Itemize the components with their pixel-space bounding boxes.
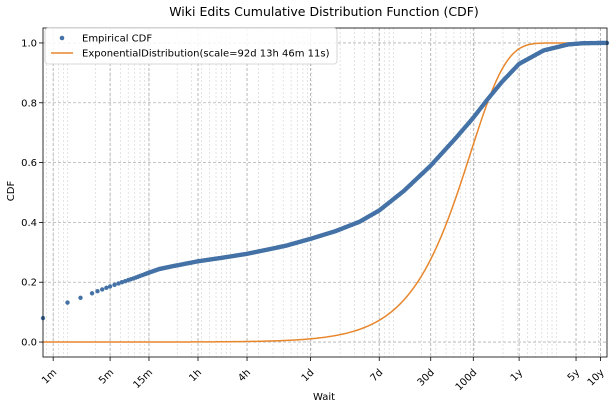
legend: Empirical CDF ExponentialDistribution(sc… — [44, 27, 338, 65]
y-tick-label: 1.0 — [21, 38, 37, 49]
y-tick-label: 0.0 — [21, 338, 37, 349]
empirical-cdf-point — [104, 285, 109, 291]
series-layer — [40, 40, 610, 343]
empirical-cdf-point — [107, 284, 113, 289]
legend-label-empirical: Empirical CDF — [82, 34, 152, 45]
exponential-cdf-line — [43, 42, 607, 343]
empirical-cdf-point — [89, 291, 95, 296]
empirical-cdf-point — [112, 282, 117, 288]
legend-box — [44, 27, 338, 65]
x-axis-label: Wait — [313, 392, 335, 403]
chart-title: Wiki Edits Cumulative Distribution Funct… — [169, 4, 479, 19]
legend-label-exponential: ExponentialDistribution(scale=92d 13h 46… — [82, 49, 330, 60]
empirical-cdf-point — [65, 300, 70, 305]
empirical-cdf-point — [95, 289, 100, 294]
empirical-cdf-point — [100, 287, 105, 292]
empirical-cdf-point — [78, 295, 83, 300]
y-tick-label: 0.2 — [21, 278, 37, 289]
y-axis-label: CDF — [6, 181, 17, 202]
y-tick-label: 0.4 — [21, 218, 37, 229]
y-tick-label: 0.8 — [21, 98, 37, 109]
empirical-cdf-point — [116, 281, 121, 286]
grid-layer — [43, 28, 607, 357]
legend-marker-empirical — [59, 35, 65, 41]
y-tick-label: 0.6 — [21, 158, 37, 169]
